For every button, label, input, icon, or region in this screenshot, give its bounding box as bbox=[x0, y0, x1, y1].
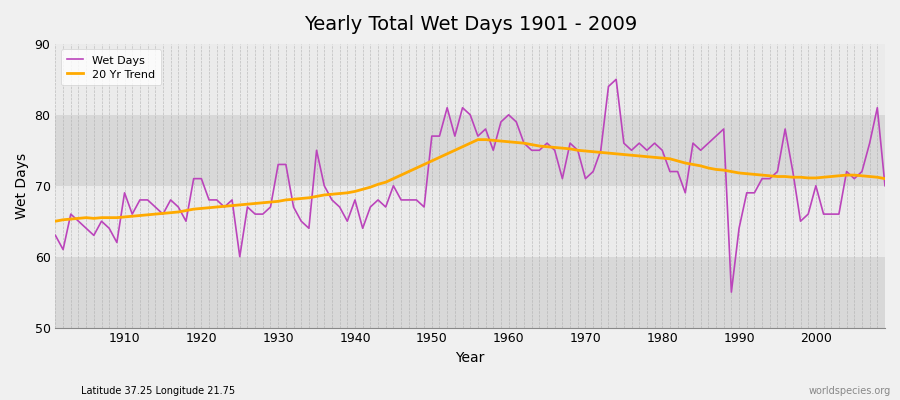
Wet Days bbox=[112, 240, 122, 245]
Line: 20 Yr Trend: 20 Yr Trend bbox=[56, 140, 885, 221]
20 Yr Trend bbox=[112, 215, 122, 220]
X-axis label: Year: Year bbox=[455, 351, 485, 365]
Bar bbox=[56, 257, 885, 328]
Wet Days bbox=[726, 290, 737, 294]
Text: Latitude 37.25 Longitude 21.75: Latitude 37.25 Longitude 21.75 bbox=[81, 386, 235, 396]
Wet Days bbox=[596, 148, 607, 153]
Wet Days bbox=[503, 112, 514, 117]
20 Yr Trend bbox=[503, 139, 514, 144]
20 Yr Trend bbox=[603, 151, 614, 156]
20 Yr Trend bbox=[511, 140, 522, 145]
Wet Days bbox=[327, 198, 338, 202]
Line: Wet Days: Wet Days bbox=[56, 79, 885, 292]
20 Yr Trend bbox=[50, 219, 61, 224]
20 Yr Trend bbox=[472, 137, 483, 142]
20 Yr Trend bbox=[281, 198, 292, 202]
Wet Days bbox=[281, 162, 292, 167]
Bar bbox=[56, 44, 885, 115]
Wet Days bbox=[879, 183, 890, 188]
Wet Days bbox=[496, 120, 507, 124]
Legend: Wet Days, 20 Yr Trend: Wet Days, 20 Yr Trend bbox=[61, 50, 161, 86]
Text: worldspecies.org: worldspecies.org bbox=[809, 386, 891, 396]
Wet Days bbox=[50, 233, 61, 238]
20 Yr Trend bbox=[327, 192, 338, 197]
Bar bbox=[56, 186, 885, 257]
Wet Days bbox=[611, 77, 622, 82]
Y-axis label: Wet Days: Wet Days bbox=[15, 153, 29, 219]
Title: Yearly Total Wet Days 1901 - 2009: Yearly Total Wet Days 1901 - 2009 bbox=[303, 15, 637, 34]
20 Yr Trend bbox=[879, 176, 890, 181]
Bar bbox=[56, 115, 885, 186]
